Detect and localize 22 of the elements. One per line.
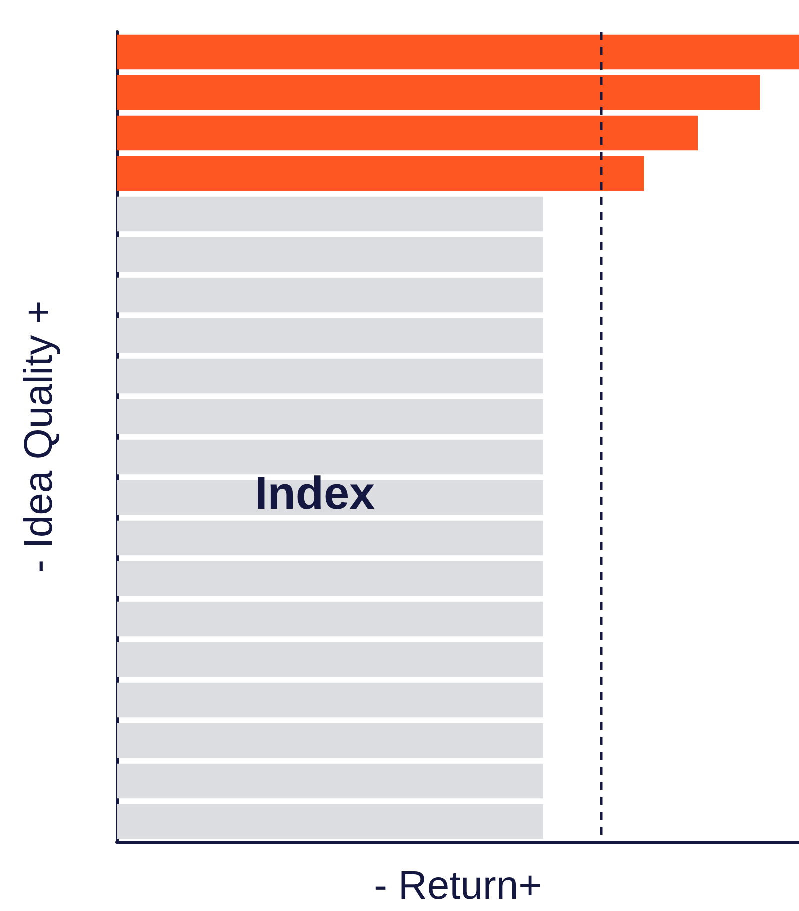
bar (117, 682, 544, 718)
bar (117, 318, 544, 354)
bar (117, 156, 644, 192)
bar (117, 278, 544, 313)
bar (117, 196, 544, 232)
bar (117, 804, 544, 840)
bar (117, 399, 544, 434)
bar (117, 520, 544, 556)
bar (117, 602, 544, 637)
bar (117, 358, 544, 394)
bar (117, 723, 544, 758)
bar (117, 237, 544, 272)
x-axis-title: - Return+ (374, 864, 542, 908)
bar (117, 561, 544, 596)
bar (117, 34, 799, 70)
annotation: Index (255, 467, 376, 519)
bar (117, 440, 544, 475)
bar (117, 642, 544, 678)
bar (117, 75, 760, 110)
bar (117, 764, 544, 799)
bar (117, 116, 698, 151)
y-axis-title: - Idea Quality + (17, 300, 61, 574)
